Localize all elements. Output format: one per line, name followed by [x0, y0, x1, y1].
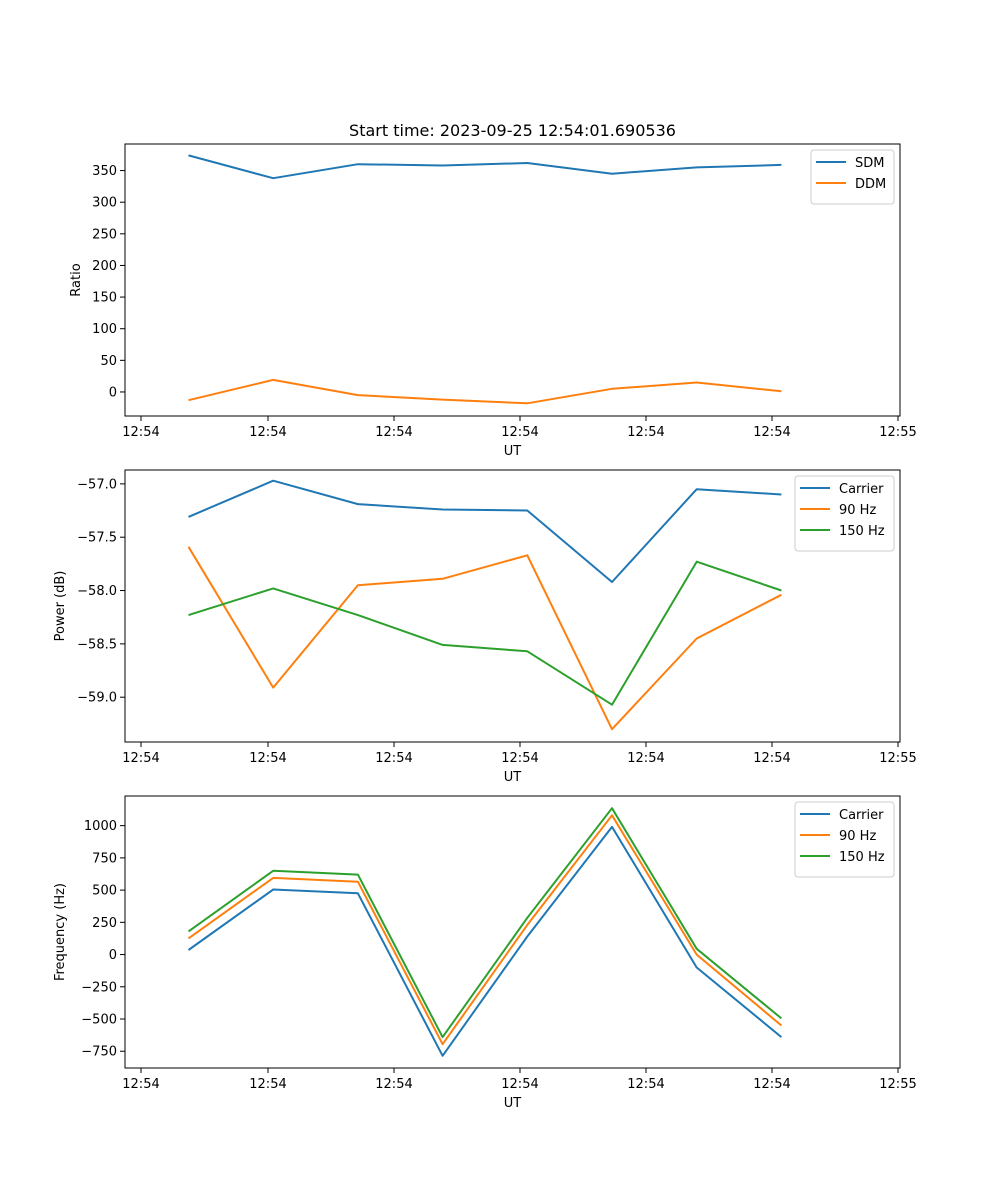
x-tick-label: 12:54	[753, 425, 790, 440]
legend-label: Carrier	[839, 808, 884, 823]
chart-title: Start time: 2023-09-25 12:54:01.690536	[349, 121, 676, 140]
x-axis-label: UT	[504, 1096, 522, 1111]
legend-label: 90 Hz	[839, 829, 876, 844]
x-tick-label: 12:54	[122, 751, 159, 766]
y-tick-label: −750	[81, 1045, 117, 1060]
y-tick-label: −500	[81, 1013, 117, 1028]
y-tick-label: −57.5	[77, 531, 117, 546]
subplot-1: 12:54 12:54 12:54 12:54 12:54 12:54 12:55 0 50 10…	[69, 143, 917, 459]
x-tick-label: 12:54	[249, 425, 286, 440]
x-tick-label: 12:55	[879, 1077, 916, 1092]
x-tick-label: 12:54	[627, 751, 664, 766]
series-line-90-hz	[187, 546, 782, 731]
legend-label: 150 Hz	[839, 524, 885, 539]
legend-label: Carrier	[839, 482, 884, 497]
legend-label: 90 Hz	[839, 503, 876, 518]
series-line-sdm	[188, 154, 782, 180]
y-tick-label: 50	[100, 354, 117, 369]
y-axis-label: Frequency (Hz)	[53, 883, 68, 981]
x-tick-label: 12:55	[879, 751, 916, 766]
x-tick-label: 12:54	[122, 1077, 159, 1092]
y-tick-label: −58.0	[77, 584, 117, 599]
subplot-2: 12:54 12:54 12:54 12:54 12:54 12:54 12:55 −59.0…	[53, 469, 917, 785]
x-tick-label: 12:54	[375, 1077, 412, 1092]
x-tick-label: 12:54	[249, 1077, 286, 1092]
y-tick-label: 250	[92, 227, 117, 242]
axes-frame	[124, 795, 901, 1069]
series-line-150-hz	[188, 560, 782, 706]
legend: Carrier 90 Hz 150 Hz	[794, 475, 895, 552]
y-tick-label: 0	[109, 385, 117, 400]
x-tick-label: 12:54	[753, 751, 790, 766]
series-line-150-hz	[187, 807, 783, 1039]
x-tick-label: 12:54	[249, 751, 286, 766]
legend-box	[810, 149, 895, 205]
series-line-ddm	[188, 378, 782, 405]
legend-label: 150 Hz	[839, 850, 885, 865]
x-axis-label: UT	[504, 770, 522, 785]
x-tick-label: 12:54	[375, 751, 412, 766]
y-tick-label: 200	[92, 259, 117, 274]
subplots: 12:54 12:54 12:54 12:54 12:54 12:54 12:55 0 50 10…	[53, 143, 917, 1111]
legend-label: SDM	[855, 156, 884, 171]
y-tick-label: 500	[92, 884, 117, 899]
y-tick-label: 350	[92, 164, 117, 179]
axes-frame	[124, 143, 901, 417]
x-tick-label: 12:54	[501, 1077, 538, 1092]
y-tick-label: −59.0	[77, 691, 117, 706]
series-line-90-hz	[187, 814, 783, 1046]
axes-frame	[124, 469, 901, 743]
y-axis-label: Power (dB)	[53, 571, 68, 642]
x-tick-label: 12:54	[501, 425, 538, 440]
legend-box	[794, 801, 895, 878]
x-tick-label: 12:54	[122, 425, 159, 440]
y-tick-label: 0	[109, 948, 117, 963]
y-tick-label: 750	[92, 851, 117, 866]
series-line-carrier	[187, 825, 783, 1057]
legend-label: DDM	[855, 177, 886, 192]
x-tick-label: 12:54	[627, 425, 664, 440]
y-tick-label: 1000	[84, 819, 117, 834]
y-tick-label: 250	[92, 916, 117, 931]
x-tick-label: 12:54	[375, 425, 412, 440]
y-tick-label: −57.0	[77, 477, 117, 492]
y-axis-label: Ratio	[69, 263, 84, 296]
x-tick-label: 12:54	[753, 1077, 790, 1092]
x-tick-label: 12:54	[501, 751, 538, 766]
x-tick-label: 12:55	[879, 425, 916, 440]
legend: Carrier 90 Hz 150 Hz	[794, 801, 895, 878]
y-tick-label: −58.5	[77, 637, 117, 652]
series-line-carrier	[188, 479, 782, 583]
subplot-3: 12:54 12:54 12:54 12:54 12:54 12:54 12:55 −750 −…	[53, 795, 917, 1111]
y-tick-label: 150	[92, 291, 117, 306]
x-tick-label: 12:54	[627, 1077, 664, 1092]
y-tick-label: 100	[92, 322, 117, 337]
x-axis-label: UT	[504, 444, 522, 459]
legend: SDM DDM	[810, 149, 895, 205]
y-tick-label: 300	[92, 196, 117, 211]
y-tick-label: −250	[81, 980, 117, 995]
legend-box	[794, 475, 895, 552]
